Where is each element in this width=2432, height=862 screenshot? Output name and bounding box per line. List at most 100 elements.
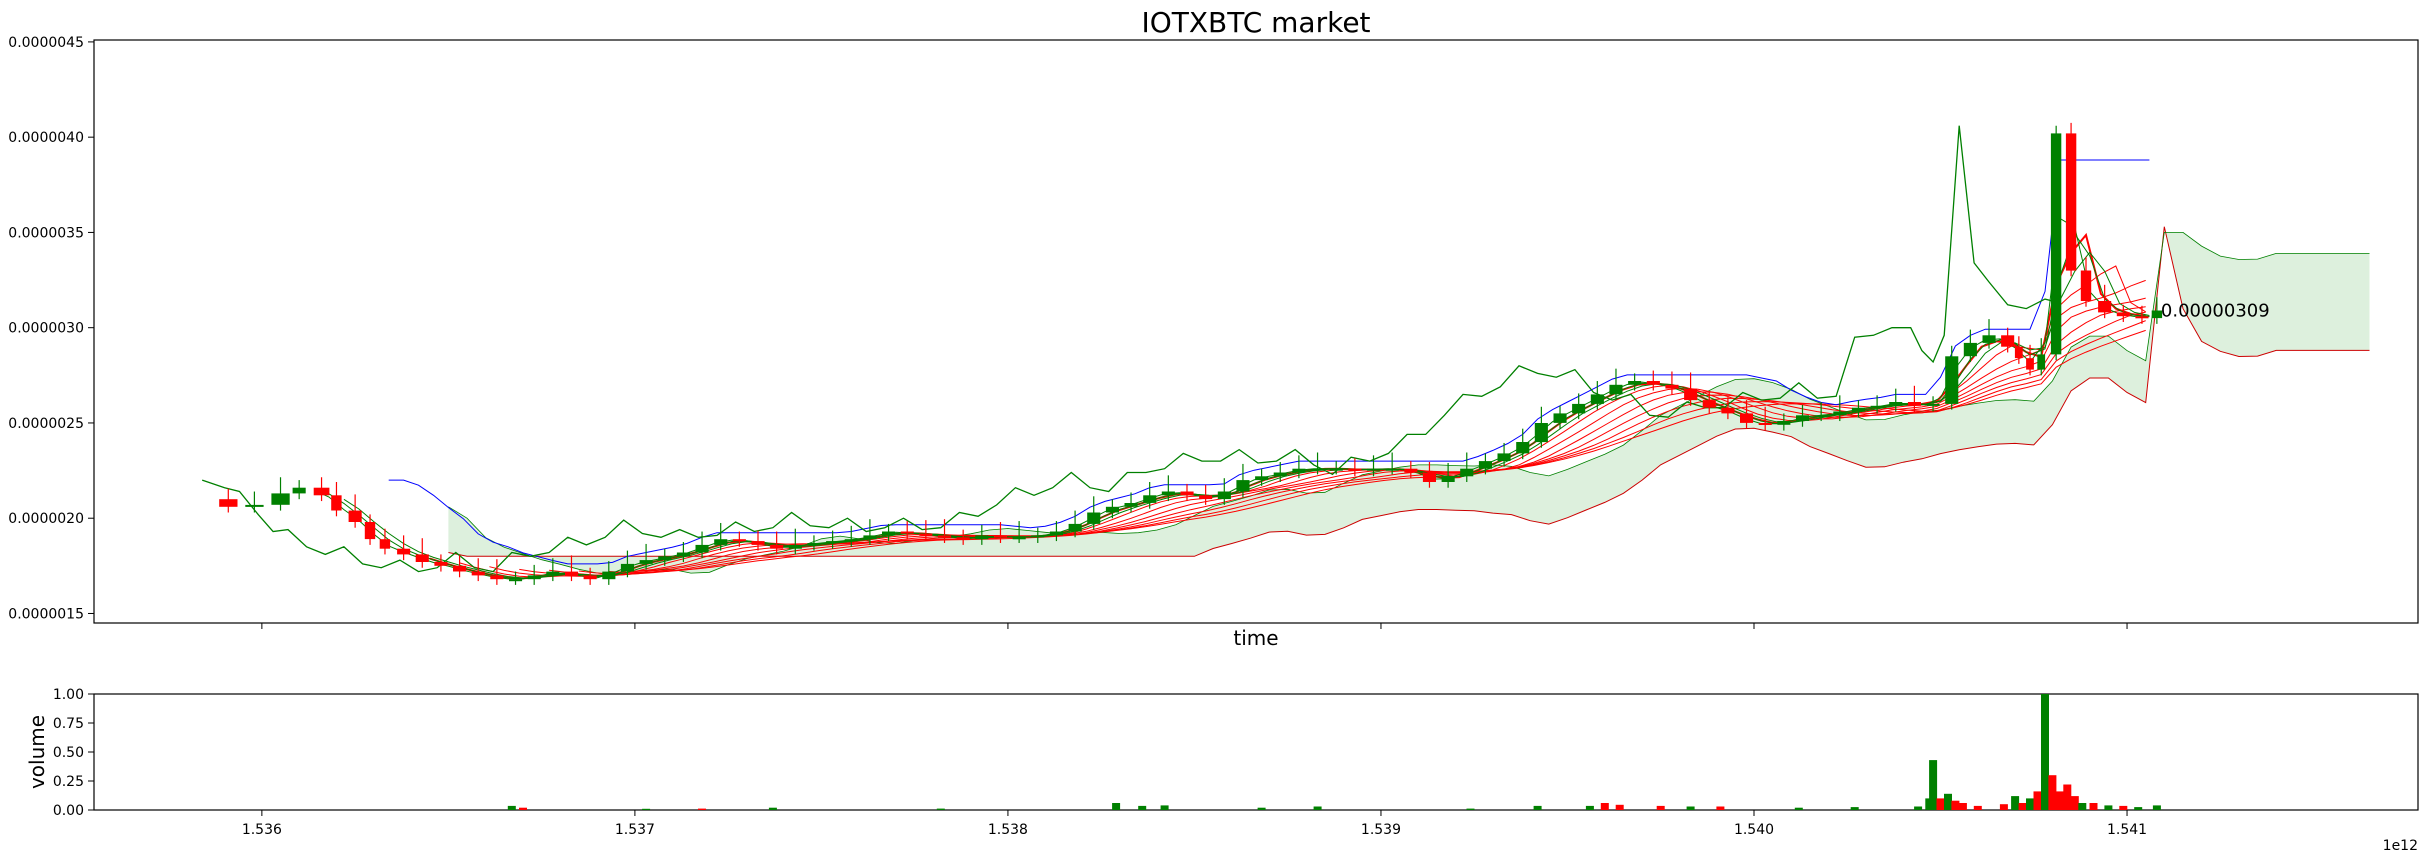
- candle-down: [583, 575, 597, 580]
- volume-bars: [507, 694, 2161, 810]
- volume-xtick-label: 1.541: [2107, 822, 2147, 838]
- candle-up: [1012, 537, 1026, 540]
- volume-bar: [2018, 803, 2027, 810]
- volume-bar: [2048, 775, 2057, 810]
- volume-ytick-label: 0.50: [53, 745, 84, 761]
- volume-bar: [768, 807, 777, 810]
- price-ytick-label: 0.0000035: [8, 225, 84, 241]
- candle-up: [2050, 133, 2062, 355]
- candle-up: [602, 571, 616, 580]
- candle-down: [453, 565, 467, 572]
- candle-up: [1982, 335, 1996, 343]
- cloud-fill: [448, 226, 2370, 576]
- x-offset-label: 1e12: [2383, 838, 2418, 854]
- candle-up: [271, 493, 290, 505]
- volume-bar: [2033, 791, 2042, 810]
- candle-up: [807, 543, 821, 545]
- volume-bar: [2119, 805, 2128, 810]
- candle-down: [2098, 301, 2112, 313]
- candle-down: [434, 562, 448, 566]
- ma-line: [608, 320, 2146, 573]
- candle-up: [1833, 411, 1847, 416]
- volume-bar: [1716, 806, 1725, 810]
- candle-down: [1199, 495, 1213, 500]
- candle-down: [770, 544, 784, 549]
- volume-bar: [1686, 806, 1695, 810]
- candle-up: [1926, 403, 1940, 406]
- price-ytick-label: 0.0000040: [8, 130, 84, 146]
- volume-bar: [2055, 791, 2064, 810]
- candle-up: [1851, 407, 1865, 412]
- candle-up: [1273, 472, 1287, 477]
- candle-down: [364, 522, 376, 540]
- volume-bar: [1973, 805, 1982, 810]
- candlesticks: [219, 122, 2163, 585]
- candle-up: [639, 560, 653, 564]
- volume-bar: [2134, 807, 2143, 810]
- candle-up: [1385, 468, 1399, 471]
- candle-down: [2080, 270, 2092, 301]
- volume-bar: [1257, 807, 1266, 810]
- candle-up: [620, 563, 634, 572]
- candle-up: [844, 539, 858, 542]
- candle-down: [331, 495, 342, 511]
- candle-up: [1124, 503, 1138, 507]
- volume-bar: [642, 808, 651, 810]
- candle-up: [1441, 476, 1455, 482]
- candle-down: [1665, 384, 1679, 389]
- envelope-lines: [201, 125, 2150, 573]
- candle-up: [788, 544, 802, 549]
- volume-bar: [2152, 805, 2161, 810]
- cloud-upper-line: [448, 231, 2370, 576]
- volume-bar: [698, 808, 706, 810]
- candle-down: [2135, 316, 2149, 319]
- candle-down: [938, 535, 952, 538]
- ichimoku-cloud: [448, 226, 2370, 576]
- price-panel-frame: [93, 39, 2419, 624]
- volume-bar: [1615, 804, 1624, 810]
- candle-down: [2065, 133, 2077, 271]
- volume-bar: [1958, 803, 1967, 810]
- candle-down: [993, 535, 1007, 538]
- candle-down: [1348, 468, 1362, 471]
- candle-up: [826, 541, 840, 544]
- volume-ytick-label: 0.00: [53, 803, 84, 819]
- candle-down: [732, 539, 746, 542]
- volume-ytick-label: 0.25: [53, 774, 84, 790]
- candle-down: [2116, 312, 2130, 317]
- volume-bar: [1533, 805, 1542, 810]
- candle-up: [1460, 468, 1474, 477]
- candle-up: [1478, 461, 1492, 469]
- volume-bar: [2078, 803, 2087, 810]
- candle-down: [565, 571, 579, 576]
- volume-y-axis: 0.00 0.25 0.50 0.75 1.00: [53, 687, 94, 819]
- volume-bar: [2063, 784, 2072, 810]
- volume-bar: [1951, 800, 1960, 810]
- volume-axis-label: volume: [25, 715, 49, 789]
- volume-bar: [1160, 805, 1169, 810]
- candle-up: [1143, 495, 1157, 503]
- volume-bar: [2026, 798, 2034, 810]
- lagging-span-line: [201, 125, 2061, 573]
- candle-down: [751, 541, 765, 545]
- candle-up: [509, 579, 523, 582]
- volume-bar: [1999, 804, 2008, 810]
- price-ytick-label: 0.0000045: [8, 35, 84, 51]
- candle-down: [900, 531, 914, 534]
- candle-down: [2026, 358, 2034, 370]
- candle-up: [1534, 423, 1548, 443]
- candle-down: [1721, 407, 1735, 414]
- candle-down: [1702, 400, 1716, 408]
- candle-up: [1609, 384, 1623, 395]
- candle-down: [1740, 413, 1754, 423]
- price-x-axis: [261, 623, 2128, 629]
- candle-up: [1870, 405, 1884, 408]
- candle-down: [1907, 402, 1921, 406]
- candle-up: [1105, 506, 1119, 513]
- last-price-label: 0.00000309: [2161, 301, 2270, 322]
- candle-up: [1963, 342, 1977, 357]
- candle-down: [490, 575, 504, 580]
- upper-envelope-line: [388, 159, 2150, 565]
- candle-down: [1758, 423, 1772, 425]
- chart-title: IOTXBTC market: [1141, 6, 1370, 39]
